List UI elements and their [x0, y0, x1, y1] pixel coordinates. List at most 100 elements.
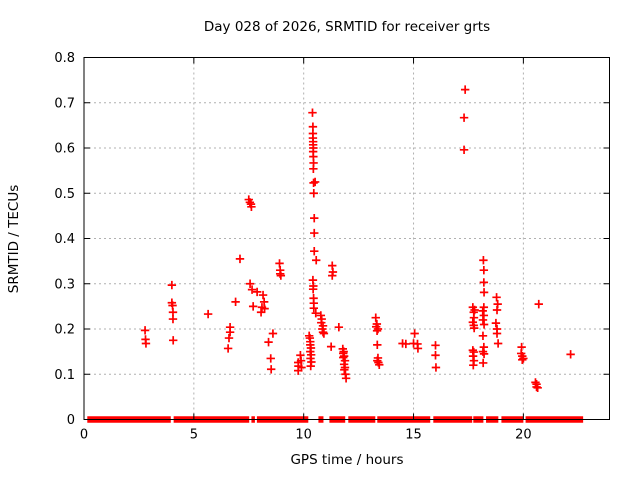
data-point: [566, 350, 575, 359]
data-point: [268, 329, 278, 338]
data-point: [328, 271, 337, 280]
data-point: [478, 315, 488, 325]
x-tick-label: 0: [80, 428, 88, 443]
data-point: [492, 305, 502, 315]
data-point: [141, 339, 151, 348]
data-point: [245, 198, 255, 207]
y-tick-label: 0.2: [54, 323, 75, 338]
x-tick-label: 20: [515, 428, 532, 443]
data-point: [309, 303, 318, 313]
data-point: [531, 378, 540, 387]
data-point: [469, 361, 478, 370]
data-point: [468, 351, 478, 361]
data-point: [401, 339, 411, 349]
data-point: [534, 299, 543, 309]
data-point: [519, 354, 528, 363]
data-point: [231, 297, 240, 307]
x-tick-label: 10: [295, 428, 312, 443]
data-point: [223, 344, 233, 353]
chart-title: Day 028 of 2026, SRMTID for receiver grt…: [203, 19, 491, 35]
data-point: [372, 326, 382, 336]
data-point: [266, 365, 276, 374]
y-tick-label: 0.4: [54, 232, 75, 247]
data-point: [245, 279, 255, 288]
y-tick-label: 0.3: [54, 277, 75, 292]
data-point: [168, 336, 178, 345]
data-point: [479, 278, 489, 287]
data-point: [266, 354, 275, 363]
data-point: [469, 313, 479, 322]
data-point: [247, 202, 256, 212]
data-point: [479, 311, 489, 320]
data-point: [310, 213, 319, 223]
data-point: [492, 293, 501, 302]
data-point: [309, 178, 318, 188]
data-point: [478, 358, 488, 368]
data-point: [371, 313, 380, 322]
data-point: [491, 318, 501, 328]
data-point: [309, 164, 318, 174]
data-point: [518, 355, 527, 364]
y-tick-label: 0: [67, 413, 75, 428]
data-point: [431, 341, 440, 350]
data-point: [308, 284, 318, 294]
data-point: [203, 309, 213, 319]
data-point: [224, 333, 234, 343]
y-tick-label: 0.1: [54, 368, 75, 383]
data-point: [373, 324, 383, 334]
data-point: [252, 287, 262, 297]
data-point: [310, 246, 319, 256]
data-point: [410, 329, 419, 338]
data-point: [339, 351, 349, 361]
data-point: [168, 314, 178, 324]
data-point: [264, 337, 273, 347]
data-point: [310, 177, 320, 187]
data-point: [309, 189, 318, 198]
data-point: [478, 331, 488, 340]
data-point: [167, 280, 177, 290]
y-tick-label: 0.8: [54, 51, 75, 66]
data-point: [334, 322, 344, 332]
data-point: [310, 228, 319, 238]
data-point: [140, 326, 150, 335]
data-point: [431, 363, 441, 372]
data-point: [260, 304, 269, 313]
data-point: [493, 339, 503, 348]
y-tick-label: 0.7: [54, 96, 75, 111]
data-point: [478, 306, 487, 316]
data-point: [308, 108, 317, 117]
y-tick-label: 0.6: [54, 142, 75, 157]
data-point: [340, 365, 349, 374]
data-point: [247, 285, 257, 294]
data-point: [225, 327, 235, 337]
data-point: [533, 383, 542, 393]
data-point: [469, 323, 479, 333]
y-tick-label: 0.5: [54, 187, 75, 202]
data-point: [375, 360, 384, 369]
data-point: [492, 329, 502, 338]
data-point: [319, 329, 329, 338]
data-point: [312, 256, 321, 265]
x-tick-label: 5: [190, 428, 198, 443]
data-point: [431, 351, 440, 360]
data-point: [373, 340, 382, 350]
data-point: [532, 382, 541, 392]
data-point: [479, 256, 488, 265]
x-tick-label: 15: [405, 428, 422, 443]
data-point: [235, 254, 245, 264]
data-point: [341, 374, 351, 383]
data-point: [459, 113, 469, 122]
data-point: [326, 342, 336, 351]
data-point: [276, 271, 286, 280]
data-point: [460, 85, 470, 94]
data-point: [479, 349, 489, 359]
data-point: [479, 320, 489, 329]
data-point: [459, 145, 469, 155]
data-point: [306, 361, 315, 371]
data-point: [318, 327, 328, 337]
data-point: [258, 290, 268, 300]
data-point: [413, 344, 423, 353]
data-point: [479, 265, 489, 275]
